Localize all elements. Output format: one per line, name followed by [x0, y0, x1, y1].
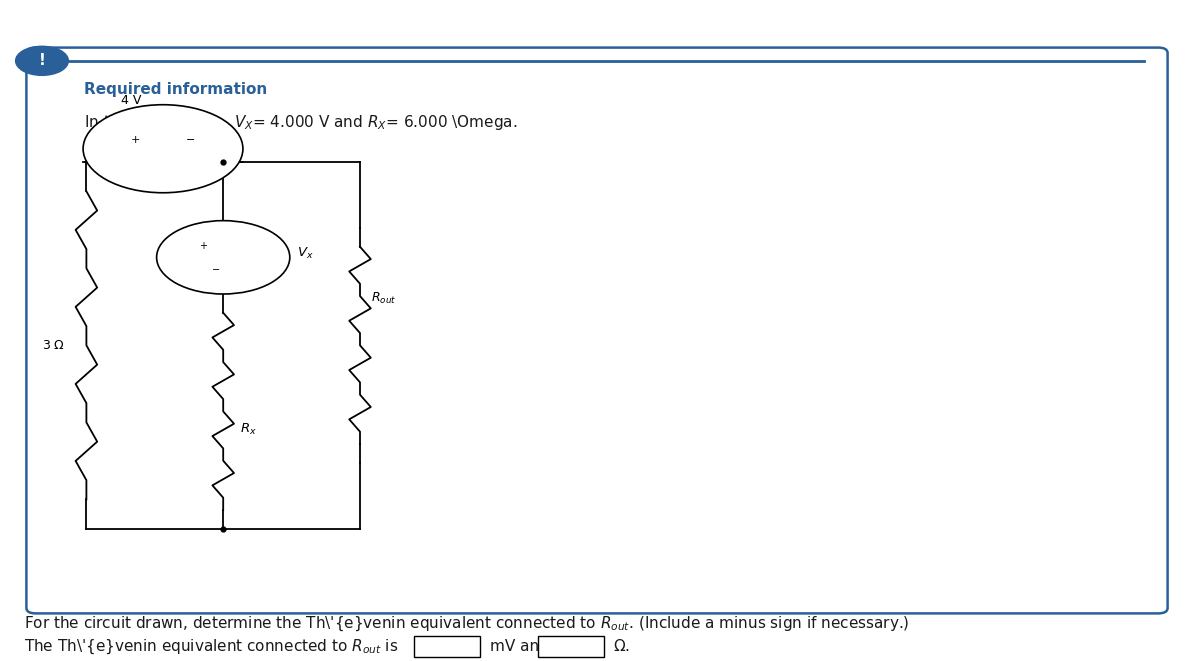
Text: $V_x$: $V_x$	[298, 246, 313, 261]
Text: −: −	[212, 265, 221, 275]
Circle shape	[83, 104, 242, 193]
Text: For the circuit drawn, determine the Th\'{e}venin equivalent connected to $R_{ou: For the circuit drawn, determine the Th\…	[24, 614, 910, 633]
Text: −: −	[186, 135, 196, 145]
Text: The Th\'{e}venin equivalent connected to $R_{out}$ is: The Th\'{e}venin equivalent connected to…	[24, 637, 398, 656]
Text: $R_{out}$: $R_{out}$	[371, 291, 396, 306]
Text: 4 V: 4 V	[121, 94, 142, 107]
Circle shape	[16, 46, 68, 75]
Text: +: +	[199, 241, 208, 251]
FancyBboxPatch shape	[26, 48, 1168, 613]
Text: In the given figure, $V_X$= 4.000 V and $R_X$= 6.000 \Omega.: In the given figure, $V_X$= 4.000 V and …	[84, 113, 517, 132]
Text: +: +	[131, 135, 139, 145]
Text: !: !	[38, 54, 46, 68]
Circle shape	[157, 221, 290, 294]
Text: 3 $\Omega$: 3 $\Omega$	[42, 339, 65, 352]
FancyBboxPatch shape	[538, 636, 604, 657]
Text: $R_x$: $R_x$	[240, 422, 257, 438]
Text: Required information: Required information	[84, 82, 268, 97]
FancyBboxPatch shape	[414, 636, 480, 657]
Text: $\Omega$.: $\Omega$.	[613, 639, 630, 654]
Text: mV and: mV and	[490, 639, 548, 654]
